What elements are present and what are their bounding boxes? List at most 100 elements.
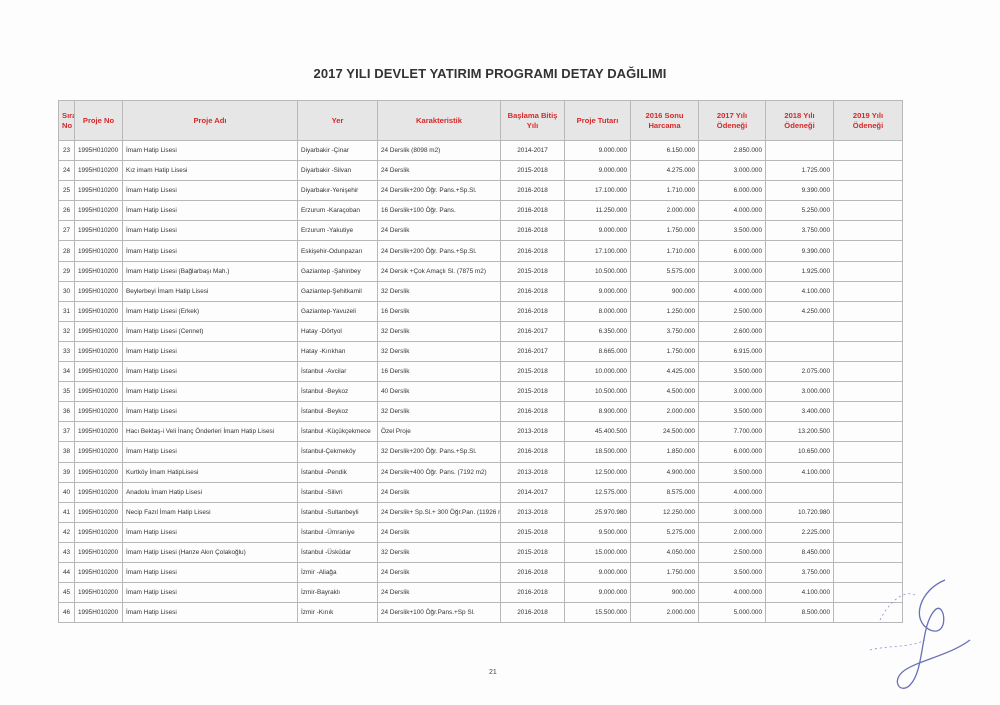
- cell-proje-tutari: 12.575.000: [564, 481, 631, 503]
- cell-karakteristik: 24 Derslik+200 Öğr. Pans.+Sp.Sl.: [377, 180, 501, 202]
- cell-proje-tutari: 9.500.000: [564, 521, 631, 543]
- cell-harcama-2016: 900.000: [630, 582, 699, 604]
- cell-odenek-2017: 5.000.000: [698, 602, 766, 624]
- cell-yer: Erzurum -Yakutiye: [297, 220, 378, 242]
- cell-odenek-2017: 6.000.000: [698, 180, 766, 202]
- cell-karakteristik: 24 Derslik: [377, 481, 501, 503]
- cell-harcama-2016: 900.000: [630, 280, 699, 302]
- cell-odenek-2019: [833, 180, 903, 202]
- cell-odenek-2017: 2.000.000: [698, 521, 766, 543]
- cell-yer: İstanbul -Küçükçekmece: [297, 421, 378, 443]
- cell-harcama-2016: 5.275.000: [630, 521, 699, 543]
- cell-proje-no: 1995H010200: [74, 602, 123, 624]
- cell-proje-tutari: 9.000.000: [564, 160, 631, 182]
- cell-odenek-2017: 4.000.000: [698, 481, 766, 503]
- cell-yer: İzmir -Kınık: [297, 602, 378, 624]
- cell-harcama-2016: 4.050.000: [630, 541, 699, 563]
- cell-karakteristik: 24 Derslik: [377, 561, 501, 584]
- cell-proje-tutari: 25.970.980: [564, 501, 631, 523]
- cell-odenek-2019: [833, 280, 903, 302]
- cell-proje-no: 1995H010200: [74, 180, 123, 202]
- cell-odenek-2018: 3.750.000: [765, 561, 834, 584]
- cell-yer: İstanbul -Avcilar: [297, 361, 378, 383]
- cell-odenek-2019: [833, 139, 903, 162]
- column-header-odenek-2017: 2017 Yılı Ödeneği: [698, 100, 766, 141]
- table-row: 29 1995H010200 İmam Hatip Lisesi (Bağlarba…: [58, 260, 903, 282]
- cell-sira-no: 29: [58, 260, 75, 282]
- cell-odenek-2017: 4.000.000: [698, 582, 766, 604]
- cell-proje-adi: İmam Hatip Lisesi: [122, 139, 298, 162]
- cell-proje-tutari: 17.100.000: [564, 180, 631, 202]
- column-header-proje-adi: Proje Adı: [122, 100, 298, 141]
- cell-yer: Erzurum -Karaçoban: [297, 200, 378, 222]
- cell-odenek-2017: 3.000.000: [698, 501, 766, 523]
- cell-proje-adi: İmam Hatip Lisesi: [122, 441, 298, 463]
- cell-odenek-2018: 3.000.000: [765, 381, 834, 403]
- cell-proje-tutari: 18.500.000: [564, 441, 631, 463]
- cell-proje-adi: Anadolu İmam Hatip Lisesi: [122, 481, 298, 503]
- table-row: 43 1995H010200 İmam Hatip Lisesi (Hanze Ak…: [58, 541, 903, 563]
- cell-odenek-2019: [833, 441, 903, 463]
- cell-odenek-2019: [833, 320, 903, 342]
- cell-harcama-2016: 4.500.000: [630, 381, 699, 403]
- cell-yer: İstanbul-Çekmeköy: [297, 441, 378, 463]
- cell-proje-adi: İmam Hatip Lisesi: [122, 381, 298, 403]
- cell-odenek-2019: [833, 421, 903, 443]
- cell-proje-no: 1995H010200: [74, 461, 123, 483]
- cell-baslama-bitis: 2013-2018: [500, 461, 565, 483]
- cell-sira-no: 32: [58, 320, 75, 342]
- cell-proje-no: 1995H010200: [74, 240, 123, 262]
- cell-sira-no: 38: [58, 441, 75, 463]
- cell-baslama-bitis: 2015-2018: [500, 381, 565, 403]
- cell-odenek-2018: 2.225.000: [765, 521, 834, 543]
- cell-odenek-2017: 3.500.000: [698, 461, 766, 483]
- cell-baslama-bitis: 2016-2018: [500, 561, 565, 584]
- cell-karakteristik: 24 Derslik: [377, 160, 501, 182]
- table-row: 25 1995H010200 İmam Hatip Lisesi Diyarbakır…: [58, 180, 903, 202]
- cell-karakteristik: 24 Derslik: [377, 582, 501, 604]
- table-row: 46 1995H010200 İmam Hatip Lisesi İzmir -Kın…: [58, 602, 903, 624]
- cell-yer: İstanbul -Ümraniye: [297, 521, 378, 543]
- cell-sira-no: 35: [58, 381, 75, 403]
- table-row: 35 1995H010200 İmam Hatip Lisesi İstanbul -…: [58, 381, 903, 403]
- cell-yer: İstanbul -Üsküdar: [297, 541, 378, 563]
- cell-sira-no: 36: [58, 401, 75, 423]
- cell-proje-no: 1995H010200: [74, 200, 123, 222]
- cell-proje-tutari: 9.000.000: [564, 561, 631, 584]
- column-header-sira-no: Sıra No: [58, 100, 75, 141]
- cell-proje-adi: Hacı Bektaş-i Veli İnanç Önderleri İmam …: [122, 421, 298, 443]
- cell-odenek-2018: 3.750.000: [765, 220, 834, 242]
- cell-harcama-2016: 2.000.000: [630, 602, 699, 624]
- cell-proje-adi: İmam Hatip Lisesi: [122, 240, 298, 262]
- cell-odenek-2019: [833, 240, 903, 262]
- cell-odenek-2018: 9.390.000: [765, 180, 834, 202]
- cell-proje-tutari: 9.000.000: [564, 582, 631, 604]
- cell-karakteristik: 32 Derslik: [377, 541, 501, 563]
- cell-sira-no: 31: [58, 300, 75, 322]
- cell-yer: Hatay -Dörtyol: [297, 320, 378, 342]
- cell-yer: İstanbul -Pendik: [297, 461, 378, 483]
- cell-proje-adi: Necip Fazıl İmam Hatip Lisesi: [122, 501, 298, 523]
- cell-sira-no: 43: [58, 541, 75, 563]
- cell-proje-no: 1995H010200: [74, 401, 123, 423]
- cell-sira-no: 26: [58, 200, 75, 222]
- cell-sira-no: 42: [58, 521, 75, 543]
- cell-odenek-2018: 4.250.000: [765, 300, 834, 322]
- cell-proje-no: 1995H010200: [74, 582, 123, 604]
- cell-yer: İstanbul -Sultanbeyli: [297, 501, 378, 523]
- cell-baslama-bitis: 2016-2018: [500, 602, 565, 624]
- cell-proje-adi: İmam Hatip Lisesi: [122, 602, 298, 624]
- cell-proje-adi: İmam Hatip Lisesi: [122, 521, 298, 543]
- cell-yer: Hatay -Kırıkhan: [297, 340, 378, 363]
- cell-sira-no: 28: [58, 240, 75, 262]
- document-title: 2017 YILI DEVLET YATIRIM PROGRAMI DETAY …: [313, 66, 667, 81]
- cell-sira-no: 33: [58, 340, 75, 363]
- cell-sira-no: 44: [58, 561, 75, 584]
- cell-harcama-2016: 4.275.000: [630, 160, 699, 182]
- cell-proje-no: 1995H010200: [74, 320, 123, 342]
- cell-odenek-2017: 3.500.000: [698, 361, 766, 383]
- cell-yer: İstanbul -Beykoz: [297, 401, 378, 423]
- cell-karakteristik: 16 Derslik: [377, 300, 501, 322]
